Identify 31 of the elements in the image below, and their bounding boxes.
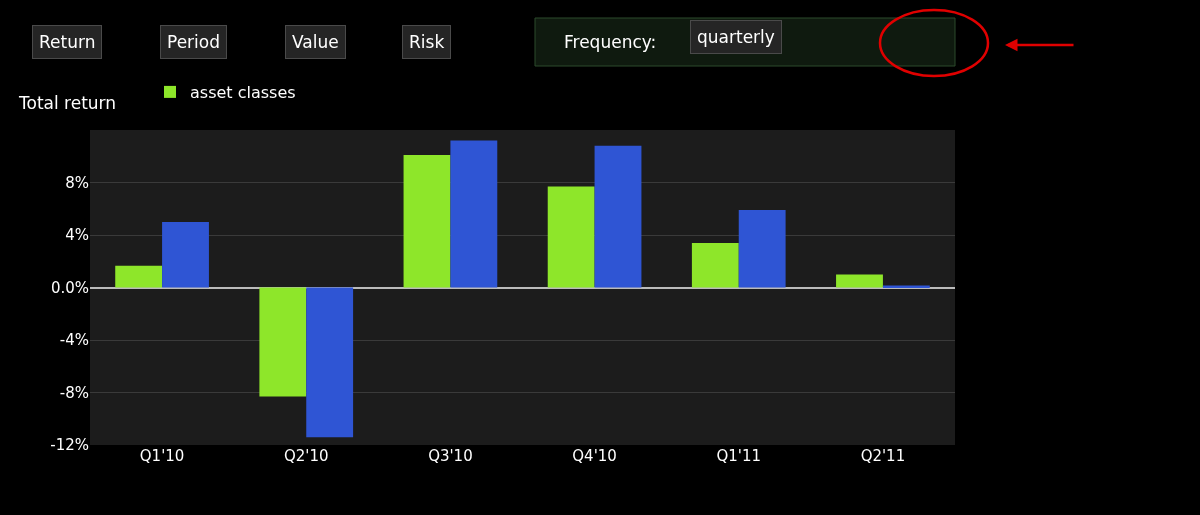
bar [403, 154, 451, 288]
bar [259, 287, 307, 397]
y-tick-label: 8% [65, 173, 89, 192]
bar [836, 274, 883, 288]
y-axis-title: Total return [18, 93, 117, 113]
text: Risk [409, 32, 445, 52]
x-tick-label: Q4'10 [572, 447, 617, 465]
text: Frequency: [564, 32, 657, 52]
x-tick-label: Q1'10 [139, 447, 185, 465]
y-tick-label: -4% [59, 331, 89, 350]
y-tick-label: 0.0% [50, 278, 89, 297]
text: Return [39, 32, 96, 52]
bar [691, 242, 739, 288]
legend-label: asset classes [190, 83, 296, 103]
x-tick-label: Q1'11 [716, 447, 762, 465]
bar [547, 186, 595, 288]
y-tick-label: -8% [59, 383, 89, 402]
text: quarterly [697, 27, 775, 47]
bar [450, 140, 498, 288]
text: Period [167, 32, 221, 52]
bar [594, 145, 642, 288]
bar [306, 287, 354, 438]
bar [162, 221, 209, 288]
x-tick-label: Q3'10 [428, 447, 473, 465]
text: Value [292, 32, 339, 52]
y-tick-label: 4% [65, 226, 89, 245]
y-tick-label: -12% [50, 436, 89, 455]
bar [738, 210, 786, 288]
bar [115, 265, 163, 288]
x-tick-label: Q2'10 [283, 447, 329, 465]
x-tick-label: Q2'11 [860, 447, 906, 465]
